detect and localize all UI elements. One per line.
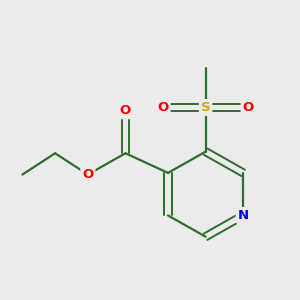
Text: S: S — [201, 101, 210, 114]
Text: N: N — [238, 209, 249, 222]
Text: O: O — [242, 101, 254, 114]
Text: O: O — [158, 101, 169, 114]
Text: O: O — [82, 168, 94, 181]
Text: O: O — [120, 104, 131, 117]
